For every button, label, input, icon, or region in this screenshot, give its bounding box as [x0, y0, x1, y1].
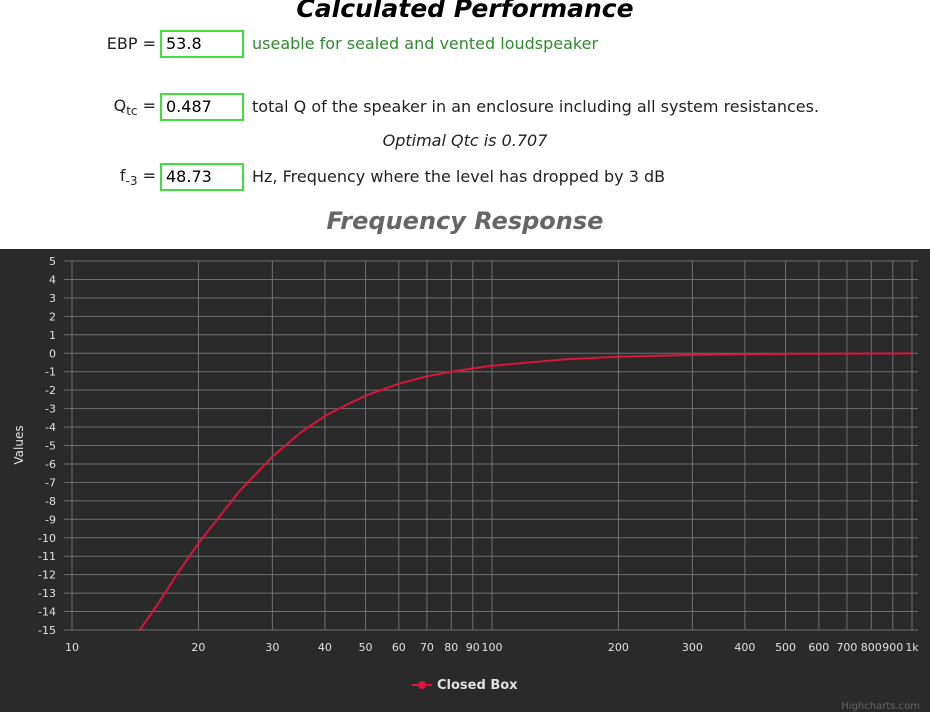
y-tick-label: -14	[38, 606, 56, 619]
y-tick-label: 2	[49, 310, 56, 323]
x-tick-label: 400	[734, 641, 755, 654]
x-tick-label: 90	[466, 641, 480, 654]
y-tick-label: -1	[45, 366, 56, 379]
f3-equals: =	[142, 166, 156, 185]
qtc-field[interactable]: 0.487	[160, 93, 244, 121]
ebp-label: EBP =	[106, 34, 156, 53]
x-tick-label: 70	[420, 641, 434, 654]
f3-label-main: f	[119, 166, 126, 185]
x-tick-label: 800	[861, 641, 882, 654]
f3-label-sub: -3	[125, 174, 138, 189]
ebp-field[interactable]: 53.8	[160, 30, 244, 58]
x-tick-label: 100	[482, 641, 503, 654]
x-tick-label: 700	[836, 641, 857, 654]
y-tick-label: -2	[45, 384, 56, 397]
y-tick-label: 3	[49, 292, 56, 305]
frequency-response-chart: 5 4 3 2 1 0 -1 -2 -3 -4 -5 -6 -7 -8 -9 -10 -11 -12 -13 -14-…	[0, 249, 930, 712]
chart-svg: 543210-1-2-3-4-5-6-7-8-9-10-11-12-13-14-…	[12, 255, 920, 712]
x-tick-label: 40	[318, 641, 332, 654]
y-tick-label: 0	[49, 347, 56, 360]
y-tick-label: 4	[49, 273, 56, 286]
qtc-note: total Q of the speaker in an enclosure i…	[252, 97, 820, 116]
y-tick-label: 5	[49, 255, 56, 268]
x-tick-label: 600	[808, 641, 829, 654]
optimal-qtc-note: Optimal Qtc is 0.707	[382, 131, 548, 150]
y-grid	[64, 260, 918, 631]
y-axis-label: Values	[12, 425, 26, 464]
x-tick-label: 20	[191, 641, 205, 654]
y-tick-label: -9	[45, 513, 56, 526]
x-tick-label: 200	[608, 641, 629, 654]
qtc-equals: =	[142, 96, 156, 115]
y-tick-label: -11	[38, 550, 56, 563]
x-tick-label: 60	[392, 641, 406, 654]
x-tick-label: 500	[775, 641, 796, 654]
x-tick-label: 300	[682, 641, 703, 654]
y-axis-ticks: 5 4 3 2 1 0 -1 -2 -3 -4 -5 -6 -7 -8 -9 -10 -11 -12 -13 -14 -…	[38, 255, 56, 637]
legend-marker-icon	[418, 681, 426, 689]
y-tick-label: -10	[38, 532, 56, 545]
highcharts-credit[interactable]: Highcharts.com	[841, 701, 920, 712]
y-tick-label: -6	[45, 458, 56, 471]
y-tick-label: 1	[49, 329, 56, 342]
y-tick-label: -15	[38, 624, 56, 637]
qtc-label: Qtc =	[60, 96, 156, 118]
x-tick-label: 10	[65, 641, 79, 654]
x-tick-label: 1k	[905, 641, 919, 654]
x-axis-ticks: 10 20 30 40 50 60 70 80 90 100 200 300 400 500 600 700 8…	[65, 641, 919, 654]
page-title: Calculated Performance	[296, 0, 634, 23]
ebp-note: useable for sealed and vented loudspeake…	[252, 34, 599, 53]
legend-label: Closed Box	[437, 678, 518, 693]
y-tick-label: -12	[38, 569, 56, 582]
f3-note: Hz, Frequency where the level has droppe…	[252, 167, 666, 186]
x-tick-label: 900	[882, 641, 903, 654]
chart-title: Frequency Response	[326, 207, 604, 235]
x-tick-label: 50	[359, 641, 373, 654]
legend-item-closed-box[interactable]: Closed Box	[412, 678, 518, 693]
f3-label: f-3 =	[60, 166, 156, 188]
series-line-closed-box	[138, 352, 913, 631]
y-tick-label: -13	[38, 587, 56, 600]
y-tick-label: -3	[45, 403, 56, 416]
x-tick-label: 30	[265, 641, 279, 654]
y-tick-label: -4	[45, 421, 56, 434]
qtc-label-sub: tc	[126, 104, 138, 119]
f3-field[interactable]: 48.73	[160, 163, 244, 191]
y-tick-label: -5	[45, 440, 56, 453]
y-tick-label: -8	[45, 495, 56, 508]
y-tick-label: -7	[45, 476, 56, 489]
x-tick-label: 80	[444, 641, 458, 654]
qtc-label-main: Q	[113, 96, 127, 115]
